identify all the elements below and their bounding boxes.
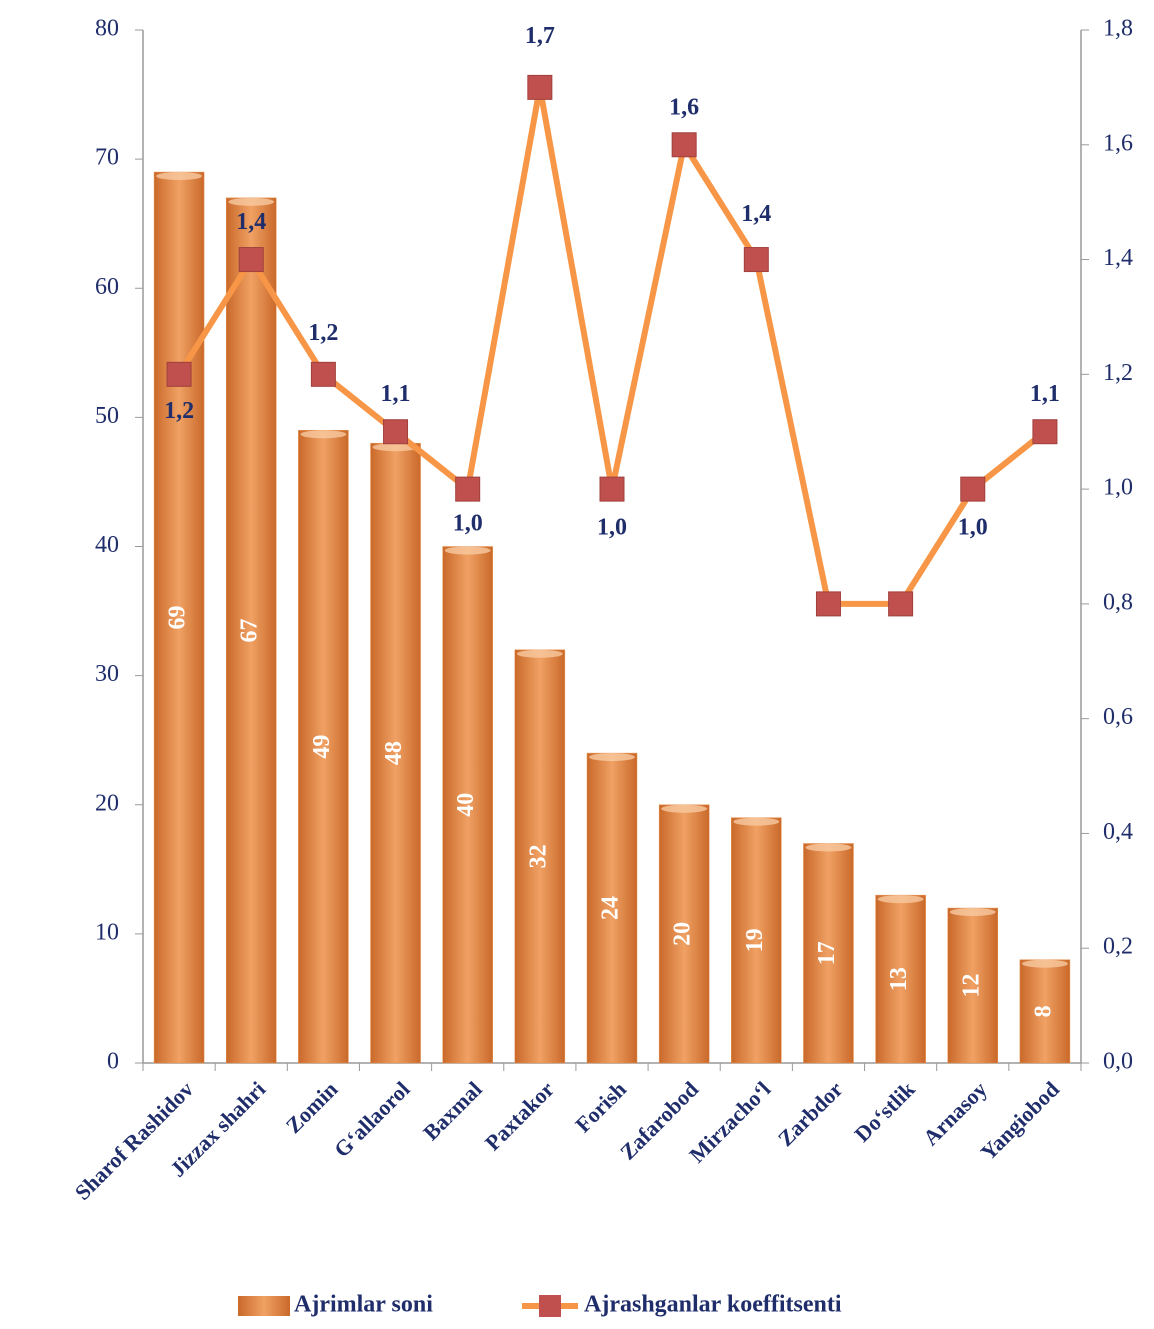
bar	[370, 442, 421, 1064]
bar-cap	[589, 753, 635, 762]
bar-cap	[733, 817, 780, 826]
bar-cap	[877, 895, 924, 904]
legend-swatch	[238, 1296, 290, 1316]
bar	[947, 907, 999, 1064]
bar-value-label: 49	[309, 735, 335, 759]
line-value-label: 0,8	[813, 637, 843, 663]
bar	[586, 752, 638, 1064]
bar	[514, 649, 566, 1064]
bar-value-label: 20	[670, 922, 696, 946]
line-marker	[743, 247, 769, 273]
bar-value-label: 24	[598, 896, 624, 920]
bar	[731, 817, 782, 1064]
bar-cap	[1021, 959, 1068, 968]
bar-cap	[949, 908, 996, 917]
bar	[225, 197, 277, 1064]
line-value-label: 1,1	[1030, 381, 1060, 407]
bar	[442, 546, 493, 1064]
y-tick-label: 80	[95, 16, 119, 42]
bar-value-label: 12	[958, 974, 984, 998]
bar-cap	[372, 443, 419, 452]
y-tick-label: 70	[95, 145, 119, 171]
y2-tick-label: 1,0	[1103, 475, 1133, 501]
x-tick-label: Forish	[570, 1076, 631, 1137]
bar-cap	[516, 649, 563, 658]
line-marker	[1032, 419, 1058, 445]
y2-tick-label: 0,4	[1103, 819, 1133, 845]
bar	[875, 894, 926, 1064]
line-value-label: 1,4	[236, 209, 266, 235]
x-tick-label: Sharof Rashidov	[70, 1076, 198, 1204]
line-value-label: 1,2	[308, 320, 338, 346]
bar-cap	[805, 843, 852, 852]
bar	[153, 171, 205, 1064]
line-value-label: 1,0	[453, 511, 483, 537]
y-tick-label: 30	[95, 661, 119, 687]
x-tick-label: Do‘stlik	[849, 1076, 920, 1147]
bar	[298, 430, 349, 1064]
bar-cap	[228, 197, 275, 206]
bar-value-label: 13	[886, 967, 912, 991]
legend-marker	[539, 1295, 561, 1317]
bar	[803, 843, 854, 1064]
y-tick-label: 10	[95, 919, 119, 945]
line-marker	[455, 476, 481, 502]
x-tick-label: G‘allaorol	[329, 1076, 415, 1162]
y-tick-label: 20	[95, 790, 119, 816]
line-marker	[238, 247, 264, 273]
bar	[658, 804, 710, 1064]
line-marker	[527, 74, 553, 100]
y2-tick-label: 0,6	[1103, 704, 1133, 730]
line-value-label: 1,0	[597, 515, 627, 541]
line-value-label: 1,1	[381, 381, 411, 407]
y2-tick-label: 0,0	[1103, 1049, 1133, 1075]
bar-value-label: 40	[453, 793, 479, 817]
line-marker	[310, 361, 336, 387]
line-value-label: 1,0	[958, 515, 988, 541]
bar-value-label: 69	[165, 606, 191, 630]
y2-tick-label: 0,8	[1103, 589, 1133, 615]
bar-value-label: 8	[1030, 1005, 1056, 1017]
y2-tick-label: 1,4	[1103, 245, 1133, 271]
bar-value-label: 19	[742, 928, 768, 952]
y2-tick-label: 1,2	[1103, 360, 1133, 386]
legend-label: Ajrimlar soni	[294, 1292, 433, 1318]
line-marker	[166, 361, 192, 387]
y2-tick-label: 1,6	[1103, 130, 1133, 156]
line-value-label: 1,2	[164, 398, 194, 424]
x-tick-label: Yangiobod	[975, 1076, 1064, 1165]
y2-tick-label: 1,8	[1103, 16, 1133, 42]
bar-value-label: 17	[814, 941, 840, 965]
line-value-label: 1,4	[741, 201, 771, 227]
x-tick-label: Paxtakor	[480, 1076, 559, 1155]
y-tick-label: 50	[95, 403, 119, 429]
line-value-label: 1,6	[669, 94, 699, 120]
x-tick-label: Baxmal	[418, 1076, 487, 1145]
x-tick-label: Zomin	[281, 1076, 343, 1138]
bar-value-label: 32	[525, 844, 551, 868]
bar-cap	[156, 172, 203, 181]
bar-value-label: 48	[381, 741, 407, 765]
line-value-label: 0,8	[886, 637, 916, 663]
line-marker	[815, 591, 841, 617]
line-marker	[599, 476, 625, 502]
y-tick-label: 0	[107, 1049, 119, 1075]
y-tick-label: 40	[95, 532, 119, 558]
x-tick-label: Zarbdor	[773, 1076, 848, 1151]
line-marker	[960, 476, 986, 502]
y-tick-label: 60	[95, 274, 119, 300]
line-marker	[383, 419, 409, 445]
legend-label: Ajrashganlar koeffitsenti	[584, 1292, 842, 1318]
bar	[1019, 959, 1071, 1064]
line-marker	[671, 132, 697, 158]
line-value-label: 1,7	[525, 23, 555, 49]
x-tick-label: Arnasoy	[918, 1076, 992, 1150]
bar-cap	[444, 546, 491, 555]
bar-cap	[300, 430, 347, 439]
line-marker	[888, 591, 914, 617]
y2-tick-label: 0,2	[1103, 934, 1133, 960]
bar-cap	[661, 804, 708, 813]
bar-value-label: 67	[237, 618, 263, 642]
